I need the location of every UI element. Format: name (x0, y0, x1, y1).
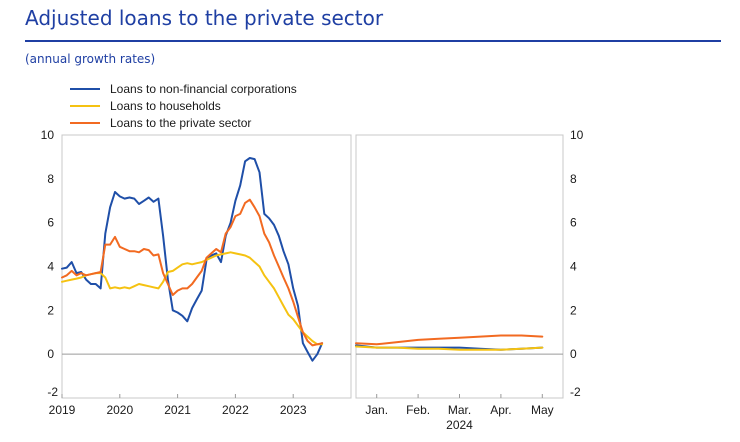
x-tick-label: 2020 (106, 403, 133, 417)
y-tick-left: 8 (47, 172, 54, 186)
y-tick-left: 0 (47, 347, 54, 361)
y-tick-left: -2 (47, 385, 58, 399)
series-line-loans-to-the-private-sector (61, 198, 324, 347)
y-tick-left: 2 (47, 303, 54, 317)
y-tick-left: 4 (47, 260, 54, 274)
panel-frame-2 (355, 134, 564, 399)
x-tick-label: May (531, 403, 554, 417)
y-tick-left: 10 (41, 128, 55, 142)
series-line-loans-to-households (61, 251, 324, 346)
x-tick-label: Apr. (490, 403, 511, 417)
x-tick-label: Mar. (448, 403, 471, 417)
title-rule (25, 40, 721, 42)
y-tick-right: 0 (570, 347, 577, 361)
x-tick-label: Feb. (406, 403, 430, 417)
series-line-loans-to-non-financial-corporations (61, 157, 324, 362)
legend-label-loans-to-the-private-sector: Loans to the private sector (110, 116, 251, 130)
x-tick-label: 2021 (164, 403, 191, 417)
y-tick-right: 10 (570, 128, 584, 142)
y-tick-right: -2 (570, 385, 581, 399)
chart-subtitle: (annual growth rates) (25, 52, 156, 66)
y-tick-right: 2 (570, 303, 577, 317)
x-tick-label: Jan. (365, 403, 388, 417)
legend-label-loans-to-households: Loans to households (110, 99, 221, 113)
panel-frame-1 (61, 134, 352, 399)
series-line-2024-loans-to-the-private-sector (355, 334, 544, 346)
page-title: Adjusted loans to the private sector (25, 6, 384, 30)
y-tick-right: 6 (570, 216, 577, 230)
y-tick-left: 6 (47, 216, 54, 230)
series-line-2024-loans-to-households (355, 345, 544, 351)
x-year-label: 2024 (446, 418, 473, 432)
y-tick-right: 8 (570, 172, 577, 186)
x-tick-label: 2023 (280, 403, 307, 417)
x-tick-label: 2022 (222, 403, 249, 417)
x-tick-label: 2019 (49, 403, 76, 417)
legend-label-loans-to-non-financial-corporations: Loans to non-financial corporations (110, 82, 297, 96)
y-tick-right: 4 (570, 260, 577, 274)
